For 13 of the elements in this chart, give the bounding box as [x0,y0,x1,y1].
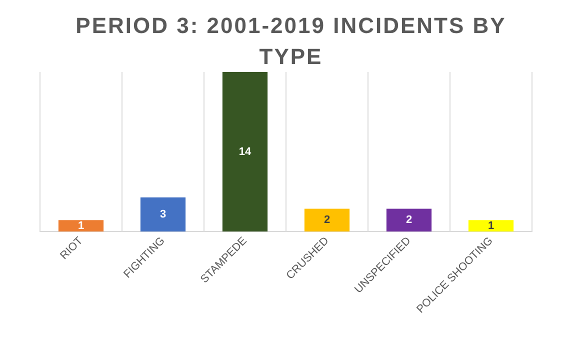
bar [304,208,350,232]
data-label: 2 [406,214,412,226]
bar [222,72,268,232]
data-label: 3 [160,208,166,220]
data-label: 1 [78,220,84,232]
data-label: 14 [238,146,252,158]
bar [58,220,104,232]
bar [140,197,186,232]
bar [386,208,432,232]
bar [468,220,514,232]
chart-title: PERIOD 3: 2001-2019 INCIDENTS BY TYPE [74,12,508,71]
data-label: 2 [324,214,330,226]
data-label: 1 [488,220,494,232]
